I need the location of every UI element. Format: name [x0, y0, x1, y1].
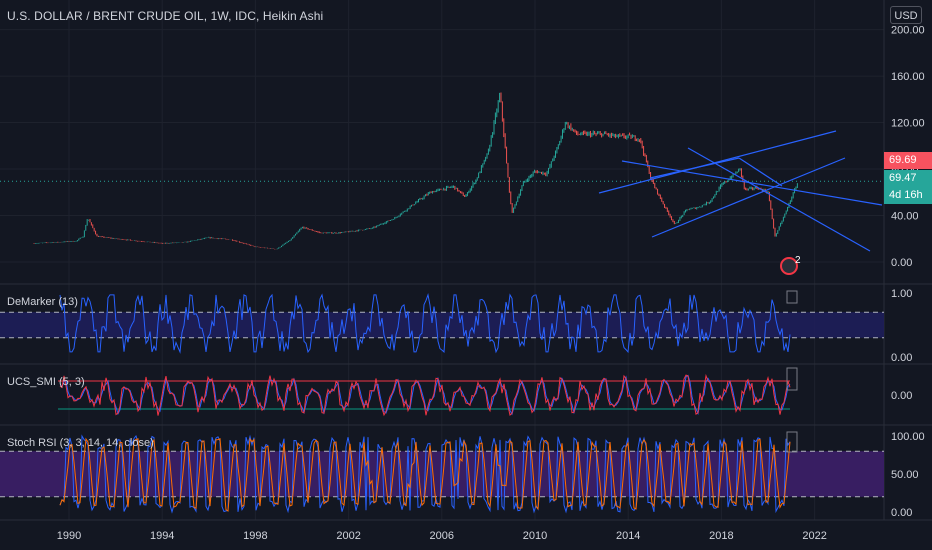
axis-labels: 0.0040.0080.00120.00160.00200.000.001.00… [57, 25, 925, 542]
price-line-tag: 69.69 [884, 152, 932, 169]
trendline-channel-lower[interactable] [651, 157, 846, 238]
time-tick-label: 2014 [616, 530, 640, 542]
time-tick-label: 2022 [802, 530, 826, 542]
currency-button[interactable]: USD [890, 6, 922, 24]
demarker-line [59, 293, 791, 354]
time-tick-label: 2006 [430, 530, 454, 542]
stoch-k-line [59, 434, 791, 514]
price-tick-label: 120.00 [891, 118, 925, 130]
stoch-tick-label: 0.00 [891, 507, 912, 519]
stoch-tick-label: 100.00 [891, 431, 925, 443]
last-bar-marker [786, 290, 798, 304]
time-tick-label: 2018 [709, 530, 733, 542]
bar-countdown: 4d 16h [889, 189, 923, 201]
trendline-ascending-resistance[interactable] [649, 157, 740, 179]
time-tick-label: 1990 [57, 530, 81, 542]
last-bar-marker [786, 367, 798, 391]
stoch-rsi-label[interactable]: Stoch RSI (3, 3, 14, 14, close) [7, 437, 154, 449]
events-count: 2 [795, 255, 801, 266]
last-bar-marker [786, 431, 798, 453]
chart-title: U.S. DOLLAR / BRENT CRUDE OIL, 1W, IDC, … [7, 9, 324, 23]
price-candles [33, 92, 798, 250]
time-tick-label: 2002 [336, 530, 360, 542]
time-tick-label: 1994 [150, 530, 174, 542]
grid-lines [0, 0, 932, 521]
last-price-value: 69.47 [889, 172, 917, 184]
trendline-descending-support[interactable] [738, 157, 783, 187]
flag-icon [780, 257, 798, 275]
demarker-tick-label: 0.00 [891, 352, 912, 364]
price-tick-label: 200.00 [891, 25, 925, 37]
stoch-d-line [59, 437, 791, 512]
trendlines[interactable] [598, 130, 883, 252]
time-tick-label: 1998 [243, 530, 267, 542]
smi-line [59, 373, 791, 417]
price-tick-label: 160.00 [891, 71, 925, 83]
trendline-ascending-support[interactable] [687, 147, 871, 252]
price-tick-label: 0.00 [891, 257, 912, 269]
ucs-smi-label[interactable]: UCS_SMI (5, 3) [7, 376, 85, 388]
price-tick-label: 40.00 [891, 211, 919, 223]
trendline-channel-mid[interactable] [621, 160, 883, 206]
demarker-band [0, 312, 884, 338]
trendline-channel-upper[interactable] [598, 130, 837, 194]
demarker-label[interactable]: DeMarker (13) [7, 296, 78, 308]
stoch-tick-label: 50.00 [891, 469, 919, 481]
indicator-lines [59, 290, 798, 514]
last-price-tag: 69.47 4d 16h [884, 170, 932, 204]
demarker-tick-label: 1.00 [891, 288, 912, 300]
time-tick-label: 2010 [523, 530, 547, 542]
events-badge[interactable]: 2 [780, 255, 808, 279]
smi-tick-label: 0.00 [891, 390, 912, 402]
